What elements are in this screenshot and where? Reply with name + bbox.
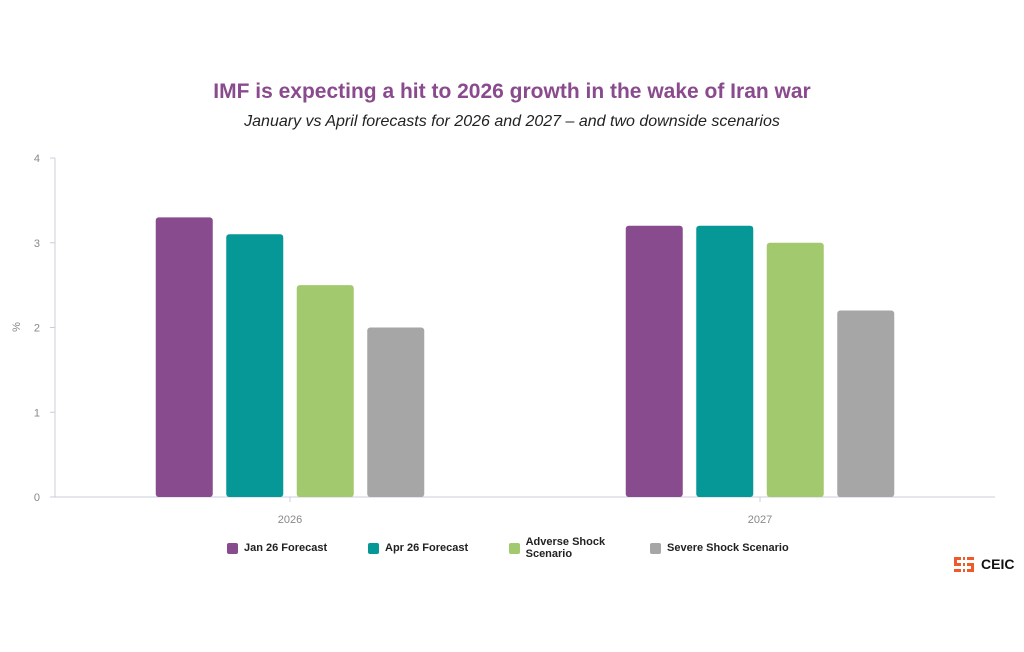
legend-swatch xyxy=(650,542,661,554)
y-tick-label: 4 xyxy=(34,153,40,165)
bar-apr-26-forecast-2027 xyxy=(696,225,754,498)
logo-text: CEIC xyxy=(981,556,1015,572)
y-tick-label: 0 xyxy=(34,492,40,504)
legend: Jan 26 Forecast Apr 26 Forecast Adverse Sh… xyxy=(227,536,791,560)
y-axis-label: % xyxy=(11,322,23,332)
ceic-logo: CEIC xyxy=(953,556,1014,572)
legend-item[interactable]: Jan 26 Forecast xyxy=(227,536,368,560)
bar-severe-shock-scenario-2027 xyxy=(837,310,895,497)
ceic-logo-icon xyxy=(954,557,974,572)
legend-swatch xyxy=(368,542,379,554)
chart-subtitle: January vs April forecasts for 2026 and … xyxy=(244,113,780,130)
legend-swatch xyxy=(227,542,238,554)
legend-item[interactable]: Severe Shock Scenario xyxy=(650,536,791,560)
bar-jan-26-forecast-2027 xyxy=(625,225,683,498)
chart-title: IMF is expecting a hit to 2026 growth in… xyxy=(213,80,811,103)
legend-item[interactable]: Adverse Shock Scenario xyxy=(509,536,650,560)
bar-adverse-shock-scenario-2026 xyxy=(296,285,354,497)
bar-severe-shock-scenario-2026 xyxy=(367,327,425,497)
bar-jan-26-forecast-2026 xyxy=(155,217,213,497)
legend-label: Jan 26 Forecast xyxy=(244,542,328,554)
legend-label: Adverse Shock Scenario xyxy=(525,536,606,560)
legend-swatch xyxy=(509,542,520,554)
x-tick-label: 2027 xyxy=(748,514,772,526)
legend-item[interactable]: Apr 26 Forecast xyxy=(368,536,509,560)
bar-apr-26-forecast-2026 xyxy=(226,234,284,497)
y-tick-label: 2 xyxy=(34,323,40,335)
x-tick-label: 2026 xyxy=(278,514,302,526)
y-tick-label: 3 xyxy=(34,238,40,250)
legend-label: Apr 26 Forecast xyxy=(385,542,469,554)
y-tick-label: 1 xyxy=(34,407,40,419)
legend-label: Severe Shock Scenario xyxy=(667,542,789,554)
bar-adverse-shock-scenario-2027 xyxy=(766,242,824,497)
